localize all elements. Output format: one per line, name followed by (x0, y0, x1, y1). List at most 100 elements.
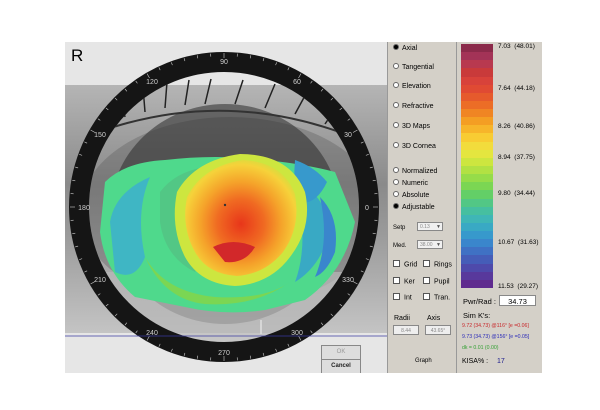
color-swatch (461, 206, 493, 216)
corneal-map: 90 120 60 150 30 180 0 210 330 240 300 2… (65, 52, 387, 362)
color-swatch (461, 84, 493, 94)
scale-label: 10.67 (31.63) (498, 239, 539, 246)
radio-label: 3D Maps (402, 123, 431, 130)
dk-value: dk = 0.01 (0.00) (462, 345, 499, 351)
radio-label: Adjustable (402, 204, 435, 211)
degree-tick (339, 107, 343, 111)
degree-tick (72, 232, 76, 234)
ring-label-210: 210 (94, 277, 106, 284)
degree-tick (197, 355, 199, 359)
checkbox-icon (393, 277, 400, 284)
radio-3d-cornea[interactable]: 3D Cornea (393, 142, 436, 150)
ring-label-240: 240 (146, 330, 158, 337)
checkbox-label: Rings (434, 261, 452, 269)
radio-adjustable[interactable]: Adjustable (393, 203, 435, 211)
axis-value-box: 43.65° (425, 325, 451, 335)
checkbox-icon (393, 260, 400, 267)
radio-dot-icon (393, 63, 399, 70)
degree-tick (75, 166, 79, 169)
color-swatch (461, 76, 493, 85)
ring-label-60: 60 (293, 79, 301, 86)
degree-tick (75, 245, 79, 248)
degree-tick (287, 343, 290, 347)
cancel-button[interactable]: Cancel (321, 359, 361, 373)
degree-tick (365, 154, 369, 156)
radio-absolute[interactable]: Absolute (393, 191, 429, 199)
ok-button[interactable]: OK (321, 345, 361, 360)
checkbox-grid[interactable]: Grid (393, 260, 418, 269)
color-swatch (461, 239, 493, 248)
color-swatch (461, 149, 493, 159)
degree-tick (298, 335, 302, 341)
degree-tick (158, 67, 161, 71)
chevron-down-icon: ▼ (436, 224, 441, 230)
ring-label-30: 30 (344, 132, 352, 139)
radio-normalized[interactable]: Normalized (393, 167, 437, 175)
degree-tick (105, 107, 109, 111)
degree-tick (360, 141, 364, 144)
color-swatch (461, 52, 493, 61)
radio-refractive[interactable]: Refractive (393, 102, 434, 110)
radio-label: Refractive (402, 103, 434, 110)
checkbox-rings[interactable]: Rings (423, 260, 452, 269)
degree-tick (124, 322, 128, 326)
color-swatch (461, 141, 493, 151)
ring-label-270: 270 (218, 350, 230, 357)
ring-label-90: 90 (220, 59, 228, 66)
graph-button[interactable]: Graph (415, 358, 432, 364)
chevron-down-icon: ▼ (436, 242, 441, 248)
degree-tick (105, 303, 109, 307)
radio-label: Axial (402, 45, 418, 52)
radio-3d-maps[interactable]: 3D Maps (393, 122, 431, 130)
color-swatch (461, 92, 493, 102)
checkbox-ker[interactable]: Ker (393, 277, 415, 285)
degree-tick (352, 129, 358, 133)
step-select[interactable]: 0.13 ▼ (417, 222, 443, 231)
color-swatch (461, 68, 493, 77)
radio-tangential[interactable]: Tangential (393, 63, 434, 71)
radio-elevation[interactable]: Elevation (393, 82, 431, 90)
color-swatch (461, 166, 493, 175)
checkbox-icon (423, 293, 430, 300)
scale-label: 9.80 (34.44) (498, 190, 535, 197)
degree-tick (158, 343, 161, 347)
degree-tick (352, 281, 358, 285)
checkbox-int[interactable]: Int (393, 293, 412, 301)
sim-k2-value: 9.73 (34.73) @156° [e =0.05] (462, 334, 530, 340)
color-swatch (461, 190, 493, 199)
color-swatch (461, 255, 493, 264)
radio-numeric[interactable]: Numeric (393, 179, 428, 187)
degree-tick (372, 180, 376, 182)
color-swatch (461, 214, 493, 224)
degree-tick (135, 330, 138, 334)
radii-label: Radii (394, 315, 410, 322)
pwr-rad-label: Pwr/Rad : (463, 297, 496, 306)
radio-label: 3D Cornea (402, 143, 436, 150)
radio-axial[interactable]: Axial (393, 44, 418, 52)
color-swatch (461, 125, 493, 134)
degree-tick (262, 58, 265, 62)
kisa-value: 17 (497, 358, 505, 365)
color-swatch (461, 157, 493, 167)
checkbox-label: Grid (404, 261, 418, 269)
color-swatch (461, 133, 493, 142)
options-panel: Axial Tangential Elevation Refractive 3D… (387, 42, 457, 373)
corneal-map-panel: 90 120 60 150 30 180 0 210 330 240 300 2… (65, 42, 387, 373)
degree-tick (298, 73, 302, 79)
checkbox-tran[interactable]: Tran. (423, 293, 450, 301)
degree-tick (84, 141, 88, 144)
color-swatch (461, 44, 493, 53)
med-select[interactable]: 38.00 ▼ (417, 240, 443, 249)
degree-tick (84, 270, 88, 273)
degree-tick (369, 245, 373, 248)
pwr-rad-value: 34.73 (499, 295, 536, 306)
degree-tick (320, 322, 324, 326)
degree-tick (171, 348, 173, 352)
radio-dot-icon (393, 122, 399, 129)
eye-label: R (71, 46, 84, 65)
kisa-label: KISA% : (462, 358, 489, 365)
degree-tick (114, 97, 118, 101)
checkbox-pupil[interactable]: Pupil (423, 277, 450, 285)
scale-label: 8.26 (40.86) (498, 123, 535, 130)
radio-label: Elevation (402, 83, 431, 90)
